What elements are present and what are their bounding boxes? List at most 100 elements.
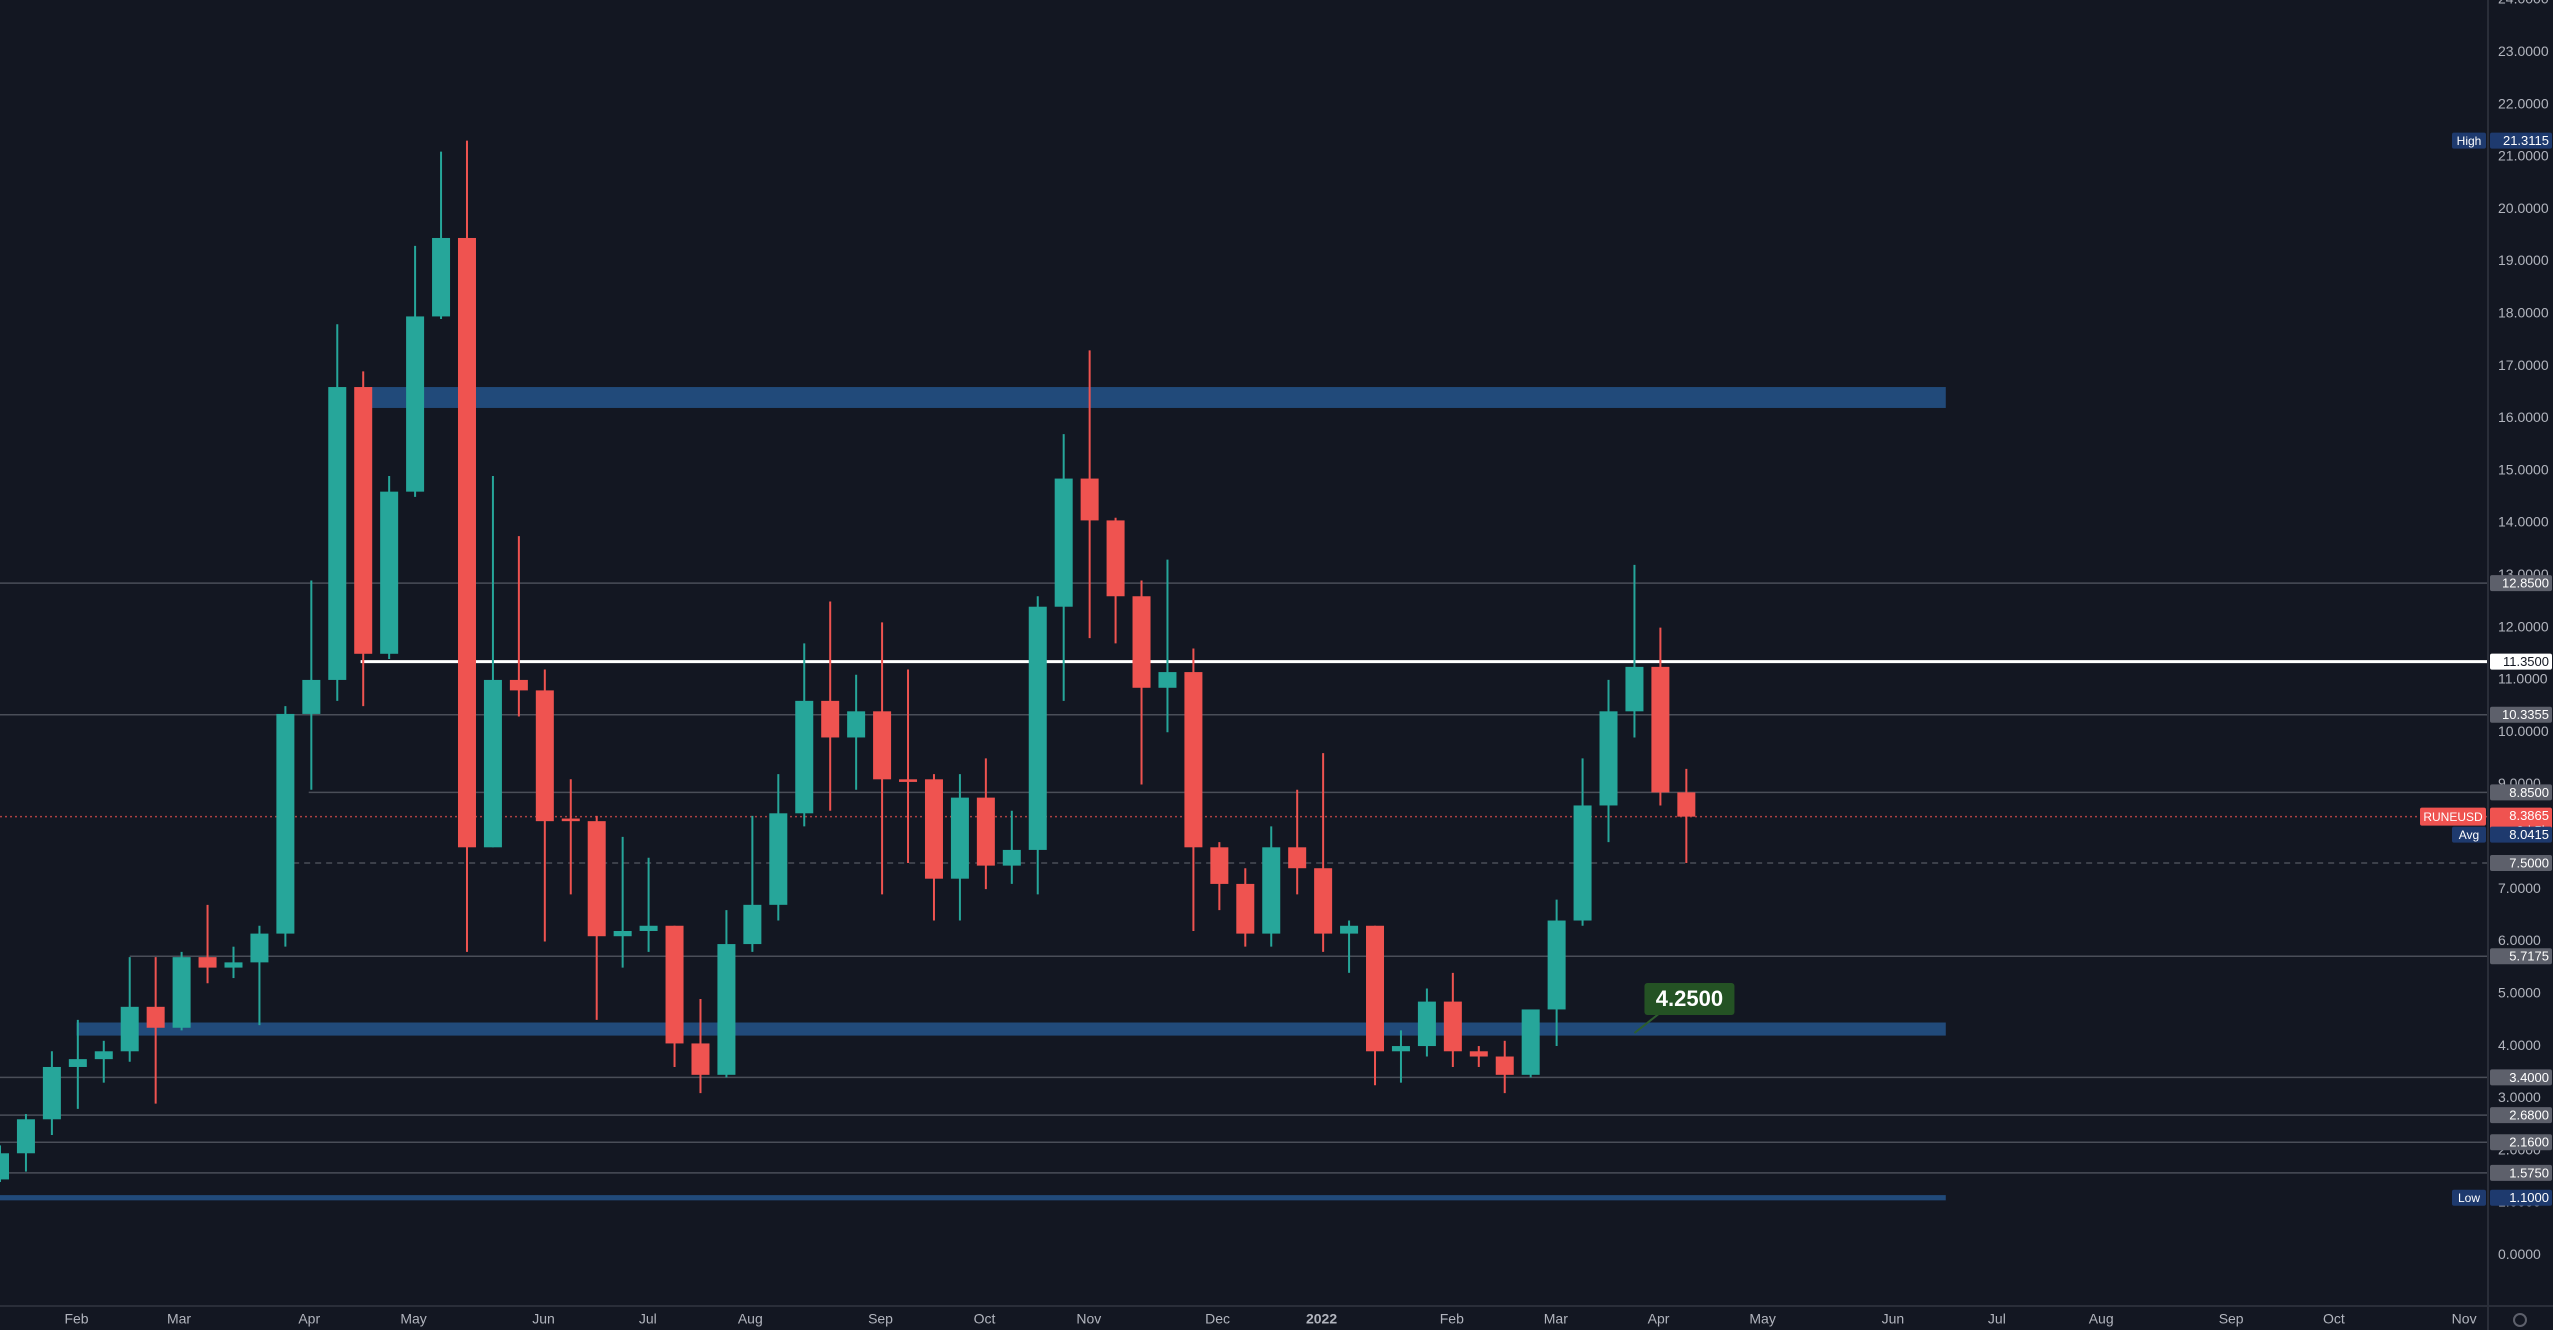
candle-body [1599,711,1618,806]
candle-body [1521,1009,1540,1075]
symbol-label: RUNEUSD [2423,810,2483,824]
candle-body [795,700,814,814]
price-badge-label: 1.5750 [2509,1165,2549,1180]
price-badge [2490,1134,2552,1151]
zone [0,1195,1946,1201]
y-tick-label: 16.0000 [2498,409,2549,425]
candle-body [873,711,892,780]
tag-name: High [2457,134,2482,148]
y-tick-label: 20.0000 [2498,200,2549,216]
price-badge [2490,1069,2552,1086]
x-tick-label: Feb [64,1311,88,1327]
y-tick-label: 3.0000 [2498,1089,2541,1105]
price-badge [2490,575,2552,592]
x-tick-label: Oct [2323,1311,2345,1327]
last-price-label: 8.3865 [2509,808,2549,823]
x-tick-label: Oct [974,1311,996,1327]
tag-badge [2490,1189,2552,1206]
y-tick-label: 15.0000 [2498,461,2549,477]
candle-body [146,1006,165,1028]
candle-body [328,387,347,680]
candle-body [924,779,943,879]
candle-body [1625,666,1644,712]
candle-body [1391,1046,1410,1052]
price-badge-label: 3.4000 [2509,1070,2549,1085]
candle-body [1028,606,1047,850]
candle-body [1573,805,1592,921]
y-tick-label: 10.0000 [2498,723,2549,739]
candle-body [1106,520,1125,597]
candle-body [717,944,736,1075]
zone [76,1022,1946,1036]
y-tick-label: 21.0000 [2498,148,2549,164]
candle-body [691,1043,710,1075]
candle-body [1443,1001,1462,1052]
y-tick-label: 23.0000 [2498,43,2549,59]
candle-body [1288,847,1307,869]
candle-body [250,933,269,963]
annotation-box [1644,982,1735,1015]
candle-body [535,690,554,822]
candle-body [224,962,243,968]
y-tick-label: 18.0000 [2498,305,2549,321]
y-tick-label: 11.0000 [2498,671,2548,687]
candle-body [899,779,918,782]
zone [360,387,1946,408]
candle-body [302,679,321,714]
x-tick-label: Aug [2089,1311,2114,1327]
y-tick-label: 4.0000 [2498,1037,2541,1053]
x-tick-label: Jul [639,1311,657,1327]
price-badge [2490,854,2552,871]
candle-body [1417,1001,1436,1047]
y-tick-label: 12.0000 [2498,618,2549,634]
candle-body [380,491,399,654]
x-tick-label: 2022 [1306,1311,1337,1327]
y-tick-label: 6.0000 [2498,932,2541,948]
candle-body [354,387,373,654]
candle-body [561,818,580,822]
candle-body [613,930,632,937]
candle-body [1184,672,1203,848]
candle-body [950,797,969,879]
price-badge [2490,784,2552,801]
candle-body [821,700,840,738]
settings-icon[interactable] [2513,1313,2527,1327]
candle-body [457,237,476,848]
candle-body [483,679,502,848]
candle-body [509,679,528,691]
tag-box [2452,826,2486,843]
x-tick-label: May [1749,1311,1775,1327]
candle-body [0,1153,9,1180]
candle-body [587,821,606,937]
y-tick-label: 7.0000 [2498,880,2541,896]
tag-label: 21.3115 [2503,133,2549,148]
tag-name: Avg [2459,828,2479,842]
tag-label: 8.0415 [2509,827,2549,842]
candle-body [639,925,658,931]
candle-body [406,316,425,492]
candle-body [198,957,217,968]
candle-body [68,1059,87,1067]
candle-body [1677,792,1696,817]
x-tick-label: Aug [738,1311,763,1327]
x-tick-label: Mar [167,1311,191,1327]
annotation-label: 4.2500 [1656,986,1723,1011]
tag-badge [2490,826,2552,843]
candle-body [432,237,451,317]
price-badge-label: 2.1600 [2509,1135,2549,1150]
price-badge [2490,1107,2552,1124]
price-badge-label: 8.8500 [2509,785,2549,800]
price-badge-label: 12.8500 [2502,576,2549,591]
candle-body [1236,883,1255,934]
price-badge [2490,948,2552,965]
candle-body [743,904,762,945]
price-badge [2490,653,2552,670]
price-badge-label: 11.3500 [2503,654,2549,669]
price-badge-label: 5.7175 [2509,949,2549,964]
candle-body [1469,1051,1488,1057]
x-tick-label: Jul [1988,1311,2006,1327]
x-tick-label: Mar [1544,1311,1568,1327]
candle-body [1366,925,1385,1052]
price-badge-label: 7.5000 [2509,855,2549,870]
